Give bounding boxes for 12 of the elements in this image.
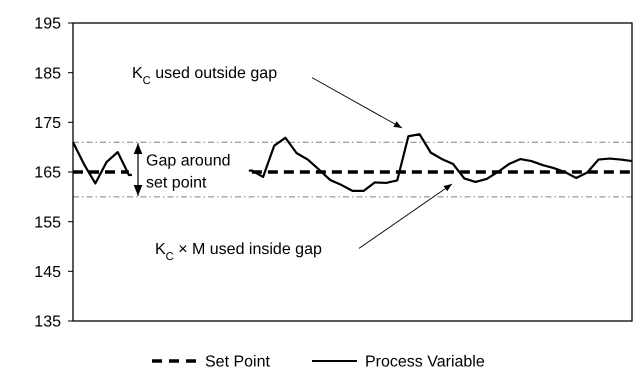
y-tick-label: 185 xyxy=(34,65,62,82)
annotation: K$_{C}$ used outside gap xyxy=(132,65,278,87)
annotation: K$_{C}$ × M used inside gap xyxy=(155,241,322,263)
legend-label: Set Point xyxy=(205,354,270,371)
y-tick-label: 165 xyxy=(34,164,62,182)
y-tick-label: 135 xyxy=(34,314,62,331)
y-tick-label: 145 xyxy=(34,264,62,281)
y-tick-label: 155 xyxy=(34,214,62,232)
legend-label: Process Variable xyxy=(365,354,485,371)
y-tick-label: 195 xyxy=(34,16,62,33)
annotation: Gap around set point xyxy=(146,152,231,192)
y-tick-label: 175 xyxy=(34,114,62,132)
